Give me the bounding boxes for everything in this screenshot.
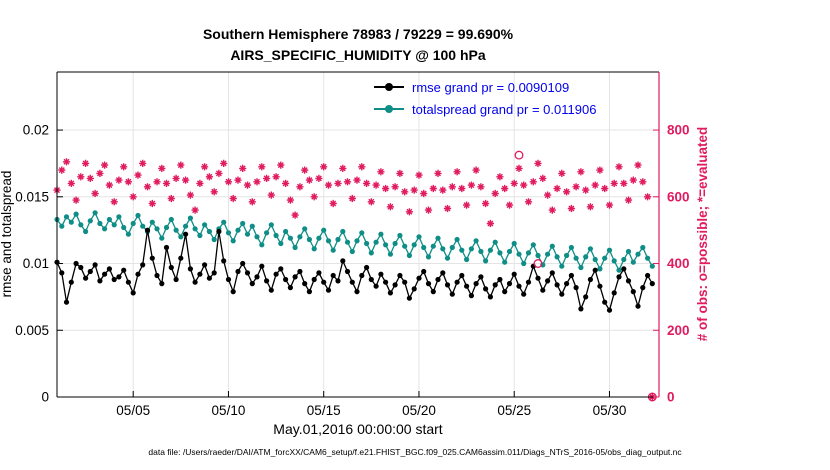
legend: rmse grand pr = 0.0090109 totalspread gr… [374, 76, 596, 120]
chart-subtitle: AIRS_SPECIFIC_HUMIDITY @ 100 hPa [230, 47, 486, 63]
rmse-series [54, 227, 655, 313]
obs-evaluated-markers [53, 158, 656, 401]
axes [56, 71, 660, 398]
tick-labels: 05/05 05/10 05/15 05/20 05/25 05/30 0 0.005 0.01… [15, 123, 689, 418]
svg-text:200: 200 [667, 323, 690, 338]
legend-label-rmse: rmse grand pr = 0.0090109 [412, 79, 570, 95]
svg-text:400: 400 [667, 256, 690, 271]
legend-item-rmse: rmse grand pr = 0.0090109 [374, 76, 596, 98]
svg-text:05/20: 05/20 [402, 403, 436, 418]
obs-evaluated-series [53, 158, 656, 401]
rmse-line [56, 230, 653, 312]
data-file-caption: data file: /Users/raeder/DAI/ATM_forcXX/… [148, 447, 682, 457]
left-axis-label: rmse and totalspread [0, 170, 14, 298]
legend-label-totalspread: totalspread grand pr = 0.011906 [412, 101, 597, 117]
totalspread-marker-icon [385, 105, 393, 113]
svg-text:600: 600 [667, 189, 690, 204]
svg-text:05/10: 05/10 [212, 403, 246, 418]
svg-text:05/30: 05/30 [593, 403, 627, 418]
obs-possible-markers [514, 150, 657, 402]
rmse-line-sample [374, 83, 404, 91]
svg-text:05/15: 05/15 [307, 403, 341, 418]
totalspread-line-sample [374, 105, 404, 113]
svg-text:0.005: 0.005 [15, 323, 49, 338]
gridlines [57, 72, 659, 397]
svg-text:0.01: 0.01 [23, 256, 49, 271]
x-axis-label: May.01,2016 00:00:00 start [273, 421, 443, 437]
svg-text:05/25: 05/25 [497, 403, 531, 418]
right-axis-label: # of obs: o=possible; *=evaluated [695, 126, 710, 342]
legend-item-totalspread: totalspread grand pr = 0.011906 [374, 98, 596, 120]
svg-text:0: 0 [667, 390, 675, 405]
svg-text:05/05: 05/05 [116, 403, 150, 418]
totalspread-series [54, 210, 655, 273]
svg-text:0.015: 0.015 [15, 189, 49, 204]
rmse-marker-icon [385, 83, 393, 91]
svg-text:800: 800 [667, 123, 690, 138]
svg-text:0: 0 [41, 390, 49, 405]
svg-text:0.02: 0.02 [23, 123, 49, 138]
chart-title: Southern Hemisphere 78983 / 79229 = 99.6… [202, 26, 514, 42]
